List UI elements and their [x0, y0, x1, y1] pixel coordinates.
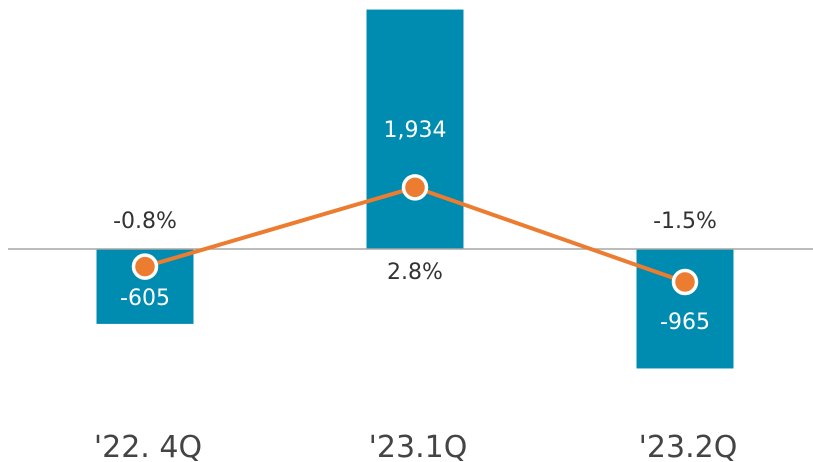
bar-2 — [636, 249, 734, 369]
bar-value-label-1: 1,934 — [384, 118, 447, 143]
labels-layer: -605 1,934 -965 -0.8% 2.8% -1.5% '22. 4Q '23.1Q… — [94, 118, 737, 462]
category-label-1: '23.1Q — [369, 430, 468, 462]
line-value-label-0: -0.8% — [113, 209, 177, 234]
line-point-0 — [131, 253, 159, 280]
line-value-label-1: 2.8% — [387, 260, 443, 285]
category-label-0: '22. 4Q — [94, 430, 202, 462]
bar-value-label-0: -605 — [120, 286, 170, 311]
line-value-label-2: -1.5% — [653, 209, 717, 234]
line-point-2 — [671, 268, 699, 296]
line-point-1 — [401, 174, 429, 201]
bar-1 — [366, 9, 464, 249]
line-layer — [131, 174, 699, 296]
bar-value-label-2: -965 — [660, 310, 710, 335]
category-label-2: '23.2Q — [639, 430, 738, 462]
